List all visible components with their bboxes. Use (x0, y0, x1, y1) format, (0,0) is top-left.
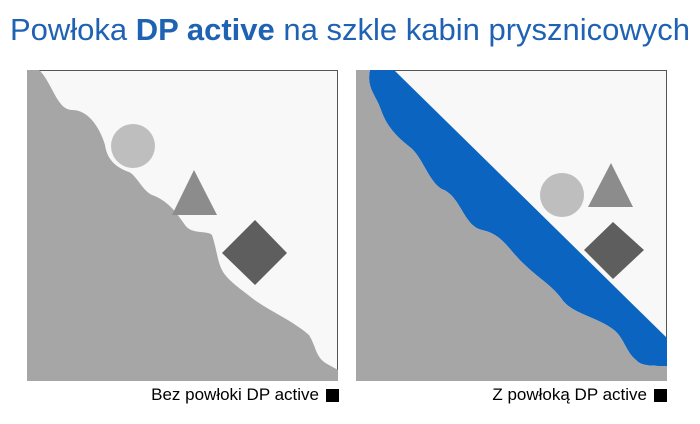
dirt-circle (540, 173, 584, 217)
dirt-triangle (588, 163, 633, 207)
caption-with-coating: Z powłoką DP active (492, 385, 667, 405)
glass-surface (27, 70, 338, 381)
title-prefix: Powłoka (9, 12, 136, 47)
coating-layer (369, 70, 667, 366)
dirt-square (584, 222, 644, 279)
page-title: Powłoka DP active na szkle kabin pryszni… (0, 12, 700, 48)
dirt-circle (111, 124, 155, 168)
illustration-with-coating (356, 70, 667, 381)
glass-surface (356, 70, 667, 381)
dirt-triangle (172, 170, 217, 215)
caption-text: Z powłoką DP active (492, 385, 647, 404)
dirt-square (222, 220, 287, 285)
black-square-icon (654, 388, 667, 402)
panel-with-coating (356, 70, 667, 381)
caption-text: Bez powłoki DP active (151, 385, 319, 404)
black-square-icon (326, 388, 339, 402)
panel-without-coating (27, 70, 338, 381)
caption-without-coating: Bez powłoki DP active (151, 385, 339, 405)
title-brand: DP active (135, 12, 275, 47)
illustration-without-coating (27, 70, 338, 381)
title-suffix: na szkle kabin prysznicowych (274, 12, 691, 47)
